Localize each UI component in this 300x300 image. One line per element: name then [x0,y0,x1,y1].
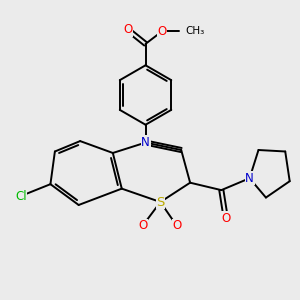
Text: N: N [141,136,150,149]
Text: O: O [157,25,167,38]
Text: CH₃: CH₃ [186,26,205,36]
Text: Cl: Cl [15,190,26,202]
Text: O: O [221,212,230,225]
Text: O: O [123,23,132,36]
Text: CH₃: CH₃ [186,26,205,36]
Text: N: N [245,172,254,185]
Text: O: O [172,219,182,232]
Text: O: O [138,219,147,232]
Text: O: O [157,25,167,38]
Text: S: S [156,196,165,208]
Text: O: O [123,23,132,36]
